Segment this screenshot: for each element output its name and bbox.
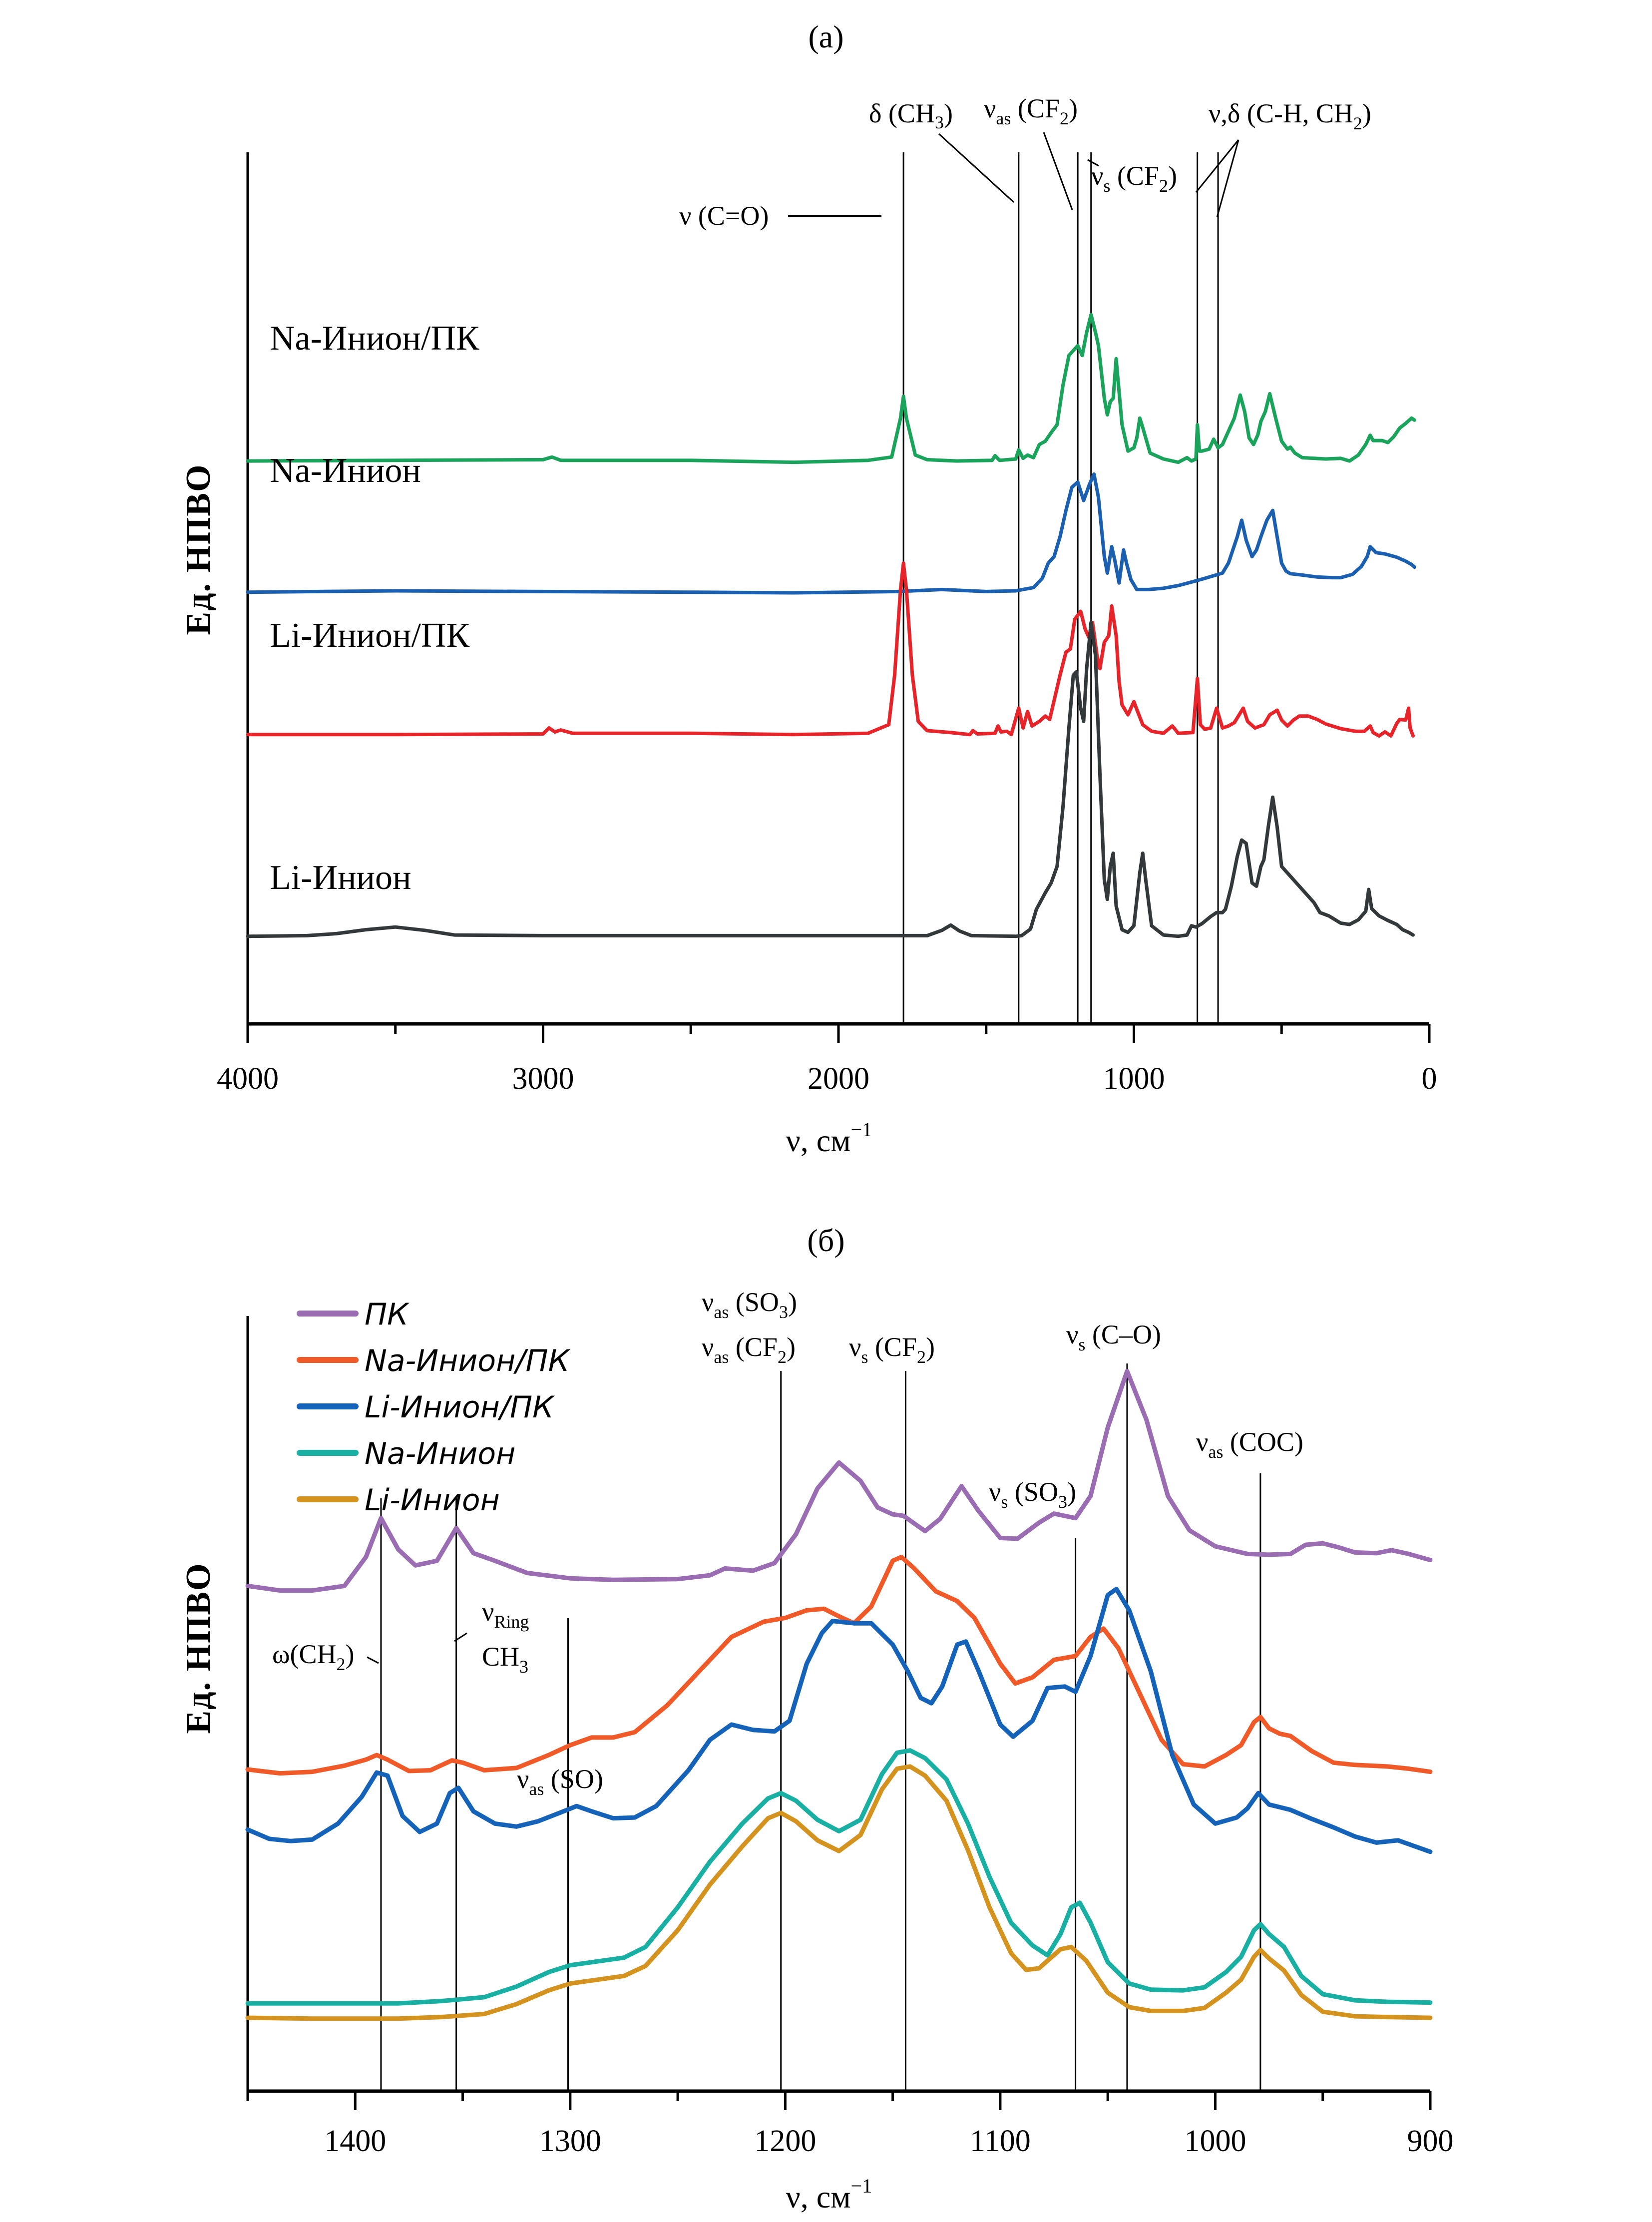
panel-a-y-axis-label: Ед. НПВО [179, 463, 218, 635]
series-label-li-inion: Li-Инион [270, 859, 411, 897]
series-label-na-inion: Na-Инион [270, 451, 421, 490]
series-line-li-inion-pk [246, 561, 1415, 738]
x-tick-label: 1200 [754, 2124, 816, 2158]
series-line-na-inion [245, 1748, 1433, 2006]
legend-label: Li-Инион [365, 1483, 500, 1518]
series-label-na-inion-pk: Na-Инион/ПК [270, 319, 479, 358]
annotation-vs-so3: νs (SO3) [989, 1477, 1076, 1512]
series-line-na-inion [246, 472, 1416, 595]
annotation-vas-so: νas (SO) [517, 1764, 603, 1799]
panel-a: (a) Ед. НПВО ν (C=O) δ (CH3) νas (CF2) ν… [179, 19, 1437, 1158]
x-tick-label: 1300 [539, 2124, 601, 2158]
panel-b-tick-labels: 1400 1300 1200 1100 1000 900 [324, 2124, 1453, 2158]
panel-b-y-axis-label: Ед. НПВО [179, 1562, 218, 1734]
ch-leader-line-1 [1195, 139, 1239, 193]
panel-a-annotation-lines [902, 152, 1219, 1024]
legend-item-na-inion: Na-Инион [297, 1436, 515, 1471]
annotation-vas-cf2: νas (CF2) [702, 1332, 796, 1367]
legend-item-li-inion: Li-Инион [297, 1483, 500, 1518]
legend-item-li-inion-pk: Li-Инион/ПК [297, 1390, 555, 1425]
annotation-ch3: δ (CH3) [869, 98, 953, 132]
series-line-li-inion-pk [245, 1587, 1433, 1854]
legend-item-pk: ПК [297, 1297, 410, 1332]
x-tick-label: 1400 [324, 2124, 386, 2158]
panel-b-ticks [246, 2091, 1432, 2110]
panel-a-ticks [246, 1024, 1431, 1043]
annotation-vas-cf2: νas (CF2) [984, 93, 1078, 128]
annotation-ch2: ω(CH2) [272, 1639, 355, 1674]
panel-a-tick-labels: 4000 3000 2000 1000 0 [217, 1062, 1437, 1096]
x-tick-label: 1000 [1184, 2124, 1246, 2158]
series-line-na-inion-pk [246, 313, 1416, 464]
annotation-ring: νRing [482, 1597, 529, 1632]
annotation-c-o: ν (C=O) [679, 201, 769, 231]
series-line-li-inion [246, 620, 1415, 938]
annotation-ch3: CH3 [482, 1642, 528, 1677]
series-line-pk [245, 1368, 1433, 1593]
annotation-vas-coc: νas (COC) [1196, 1427, 1303, 1462]
legend: ПК Na-Инион/ПК Li-Инион/ПК Na-Инион Li-Инион [297, 1297, 571, 1518]
panel-b-title: (б) [807, 1223, 844, 1258]
x-tick-label: 2000 [808, 1062, 869, 1096]
annotation-c-h-ch2: ν,δ (C-H, CH2) [1209, 98, 1371, 133]
legend-label: ПК [365, 1297, 410, 1332]
x-tick-label: 900 [1407, 2124, 1454, 2158]
legend-label: Na-Инион/ПК [365, 1343, 571, 1378]
annotation-vs-c-o: νs (C–O) [1066, 1320, 1161, 1354]
series-line-na-inion-pk [245, 1555, 1433, 1776]
legend-label: Na-Инион [365, 1436, 515, 1471]
panel-b-annotation-lines [380, 1363, 1261, 2091]
annotation-vs-cf2: νs (CF2) [1091, 161, 1177, 196]
x-tick-label: 1000 [1103, 1062, 1165, 1096]
x-tick-label: 4000 [217, 1062, 279, 1096]
annotation-vas-so3: νas (SO3) [702, 1287, 797, 1322]
panel-a-title: (a) [808, 19, 843, 54]
panel-b-series [245, 1368, 1433, 2021]
ch3-leader-line [938, 133, 1015, 203]
legend-label: Li-Инион/ПК [365, 1390, 555, 1425]
ch2-leader-line [367, 1656, 379, 1664]
series-line-li-inion [245, 1764, 1433, 2021]
x-tick-label: 3000 [512, 1062, 574, 1096]
annotation-vs-cf2: νs (CF2) [849, 1332, 935, 1367]
series-label-li-inion-pk: Li-Инион/ПК [270, 616, 469, 655]
x-tick-label: 1100 [970, 2124, 1031, 2158]
x-tick-label: 0 [1422, 1062, 1437, 1096]
panel-b: (б) Ед. НПВО ПК Na-Инион/ПК Li-Инион/ПК Na-… [179, 1223, 1454, 2215]
vas-cf2-leader-line [1043, 132, 1073, 210]
legend-item-na-inion-pk: Na-Инион/ПК [297, 1343, 571, 1378]
panel-a-series [246, 313, 1416, 938]
ring-leader-line [454, 1632, 467, 1642]
panel-a-x-axis-label: ν, см−1 [786, 1118, 872, 1158]
ch-leader-line-2 [1216, 139, 1239, 218]
vs-cf2-leader-line [1087, 159, 1099, 167]
panel-b-x-axis-label: ν, см−1 [786, 2175, 872, 2215]
